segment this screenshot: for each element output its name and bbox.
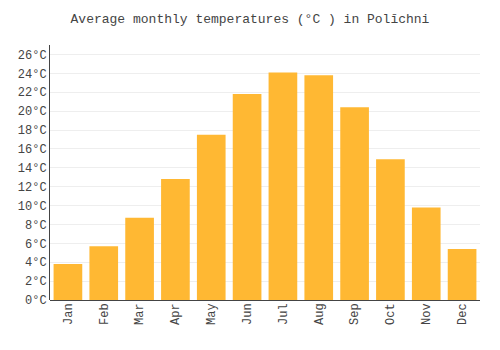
svg-text:Nov: Nov (420, 303, 434, 325)
svg-text:10°C: 10°C (18, 200, 47, 214)
svg-text:26°C: 26°C (18, 49, 47, 63)
svg-text:8°C: 8°C (25, 219, 47, 233)
svg-text:Sep: Sep (348, 303, 362, 325)
svg-text:16°C: 16°C (18, 143, 47, 157)
svg-text:Oct: Oct (384, 303, 398, 325)
svg-text:Jan: Jan (62, 303, 76, 325)
svg-text:Aug: Aug (313, 303, 327, 325)
svg-text:12°C: 12°C (18, 181, 47, 195)
svg-text:18°C: 18°C (18, 124, 47, 138)
svg-text:24°C: 24°C (18, 68, 47, 82)
svg-text:6°C: 6°C (25, 238, 47, 252)
svg-text:2°C: 2°C (25, 275, 47, 289)
svg-text:Average monthly temperatures (: Average monthly temperatures (°C ) in Po… (71, 12, 430, 27)
svg-text:Jun: Jun (241, 303, 255, 325)
svg-text:May: May (205, 303, 219, 325)
svg-text:0°C: 0°C (25, 294, 47, 308)
svg-text:Mar: Mar (133, 303, 147, 325)
svg-text:Apr: Apr (169, 303, 183, 325)
svg-text:20°C: 20°C (18, 105, 47, 119)
svg-text:22°C: 22°C (18, 86, 47, 100)
svg-text:Feb: Feb (98, 303, 112, 325)
svg-text:Jul: Jul (277, 303, 291, 325)
svg-text:14°C: 14°C (18, 162, 47, 176)
svg-text:4°C: 4°C (25, 256, 47, 270)
svg-text:Dec: Dec (456, 303, 470, 325)
